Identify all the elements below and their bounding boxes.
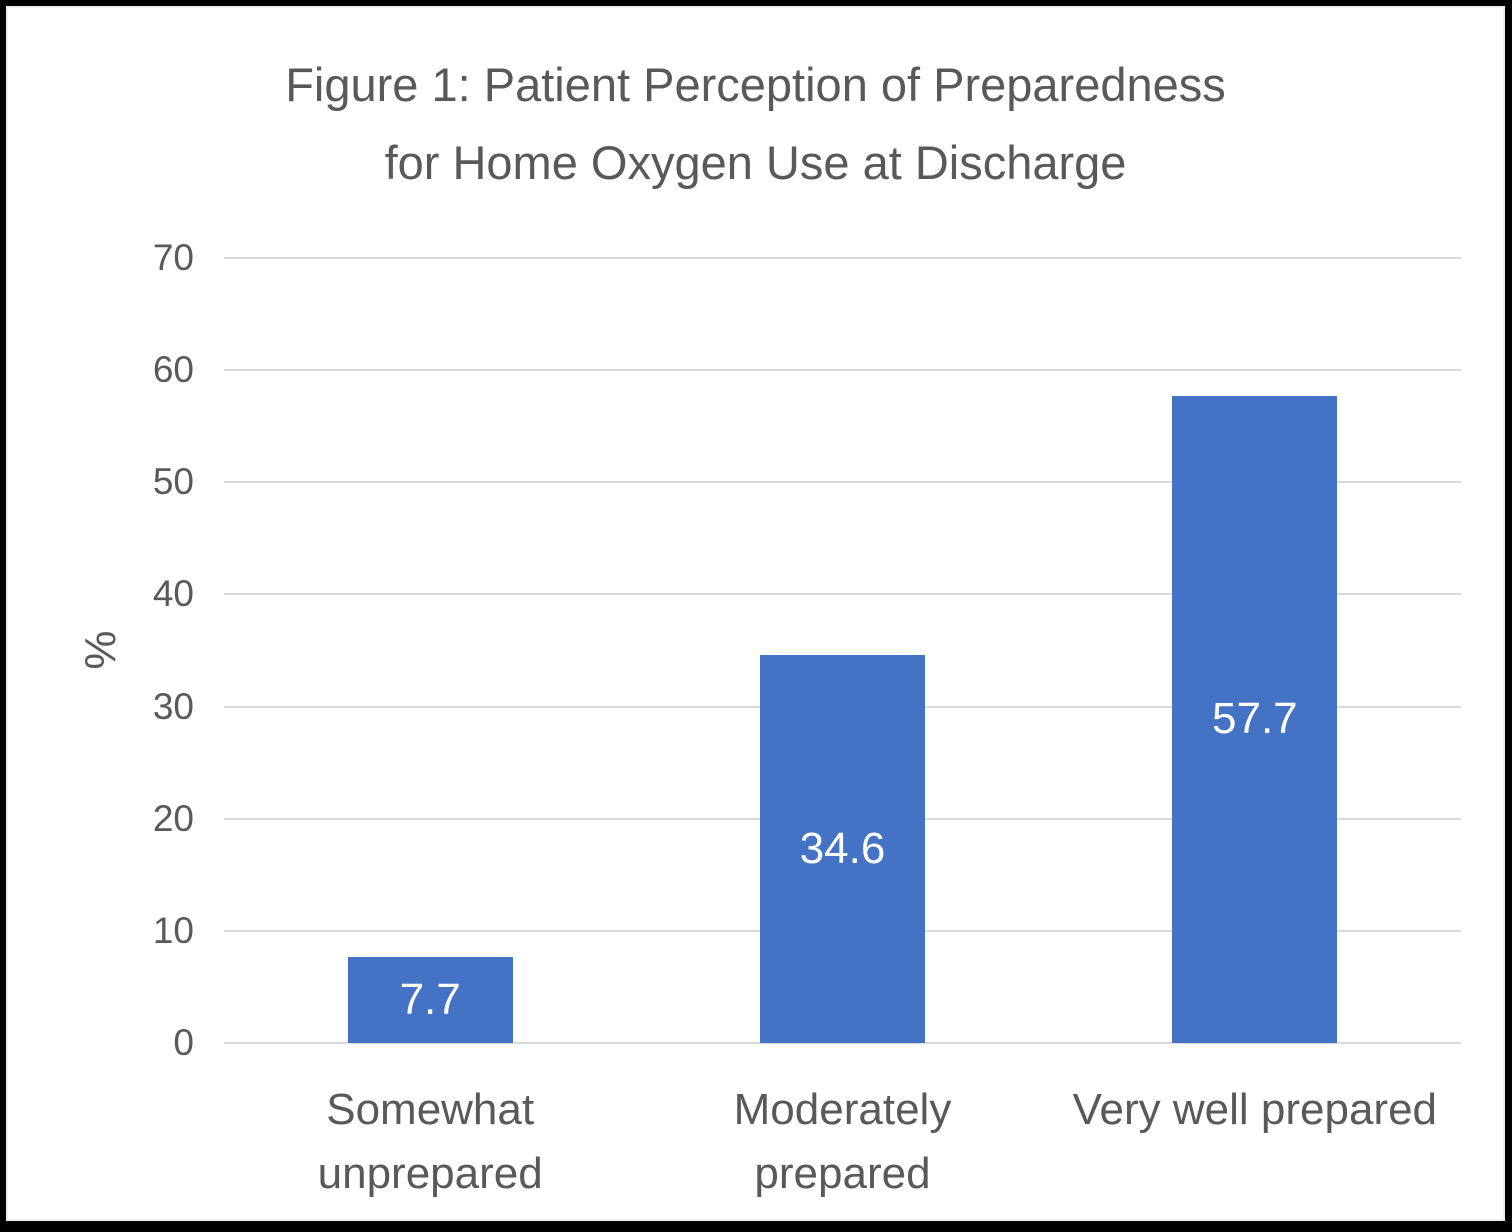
- y-tick-label: 20: [152, 797, 194, 839]
- bar-data-label: 57.7: [1212, 694, 1298, 744]
- x-category-label: Moderately prepared: [636, 1078, 1048, 1206]
- gridline: [224, 257, 1461, 259]
- x-category-label-line: prepared: [754, 1149, 931, 1198]
- x-category-label: Somewhat unprepared: [224, 1078, 636, 1206]
- y-tick-label: 70: [152, 237, 194, 278]
- chart-title-line-2: for Home Oxygen Use at Discharge: [384, 136, 1127, 189]
- bar-data-label: 7.7: [399, 974, 461, 1024]
- x-category-label-line: unprepared: [317, 1149, 543, 1198]
- chart-title: Figure 1: Patient Perception of Prepared…: [6, 46, 1505, 202]
- gridline: [224, 481, 1461, 484]
- bar: 57.7: [1172, 395, 1338, 1043]
- y-tick-label: 0: [173, 1022, 194, 1063]
- plot-area: 7.7 34.6 57.7: [224, 257, 1461, 1044]
- bar: 34.6: [760, 654, 925, 1043]
- bar-data-label: 34.6: [799, 823, 886, 873]
- y-tick-label: 40: [152, 573, 194, 615]
- chart-title-line-1: Figure 1: Patient Perception of Prepared…: [285, 58, 1226, 111]
- y-tick-label: 60: [152, 349, 194, 391]
- gridline: [224, 1042, 1461, 1044]
- gridline: [224, 369, 1461, 372]
- y-tick-label: 10: [152, 909, 194, 951]
- x-category-label: Very well prepared: [1049, 1078, 1461, 1142]
- x-category-label-line: Very well prepared: [1072, 1085, 1438, 1134]
- x-category-label-line: Moderately: [733, 1085, 952, 1134]
- y-tick-label: 30: [152, 685, 194, 727]
- bar: 7.7: [347, 956, 513, 1043]
- gridline: [224, 593, 1461, 596]
- y-tick-label: 50: [152, 461, 194, 503]
- x-category-label-line: Somewhat: [326, 1085, 535, 1134]
